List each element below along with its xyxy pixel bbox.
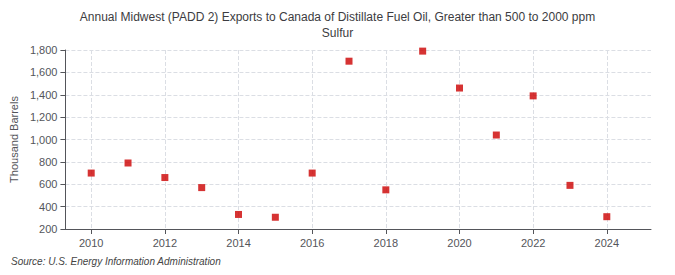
svg-text:1,800: 1,800 [30,44,58,56]
svg-text:400: 400 [39,201,57,213]
svg-text:2018: 2018 [374,237,398,249]
svg-text:1,000: 1,000 [30,134,58,146]
svg-text:2024: 2024 [595,237,619,249]
svg-text:Thousand Barrels: Thousand Barrels [8,96,20,183]
svg-text:600: 600 [39,178,57,190]
svg-text:2014: 2014 [226,237,250,249]
svg-text:200: 200 [39,223,57,235]
svg-text:Annual Midwest (PADD 2) Export: Annual Midwest (PADD 2) Exports to Canad… [80,10,595,24]
svg-text:1,400: 1,400 [30,89,58,101]
svg-text:Source: U.S. Energy Informatio: Source: U.S. Energy Information Administ… [11,256,221,267]
svg-text:1,600: 1,600 [30,66,58,78]
svg-text:2016: 2016 [300,237,324,249]
svg-text:800: 800 [39,156,57,168]
svg-text:1,200: 1,200 [30,111,58,123]
svg-text:2020: 2020 [447,237,471,249]
svg-text:2022: 2022 [521,237,545,249]
svg-text:2012: 2012 [153,237,177,249]
svg-text:Sulfur: Sulfur [322,26,353,40]
svg-text:2010: 2010 [79,237,103,249]
